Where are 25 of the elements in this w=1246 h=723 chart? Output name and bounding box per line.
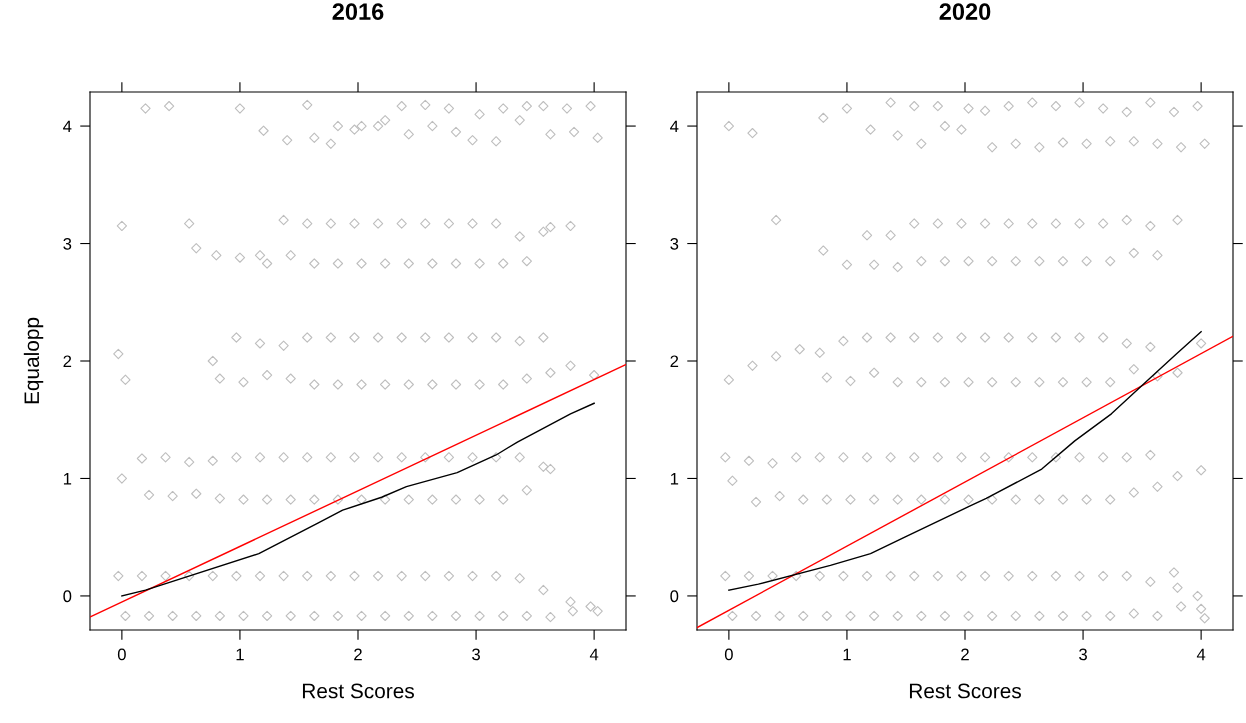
x-tick-label: 3: [472, 648, 480, 661]
chart-title: 2016: [332, 3, 384, 21]
x-tick-label: 4: [589, 648, 599, 661]
x-tick-label: 0: [117, 648, 126, 661]
x-tick-label: 3: [1079, 648, 1087, 661]
y-tick-label: 3: [670, 237, 679, 250]
y-tick-label: 2: [63, 355, 72, 368]
x-axis-title: Rest Scores: [302, 683, 414, 699]
y-tick-label: 4: [63, 120, 72, 133]
x-tick-label: 1: [236, 648, 244, 661]
x-tick-label: 4: [1196, 648, 1206, 661]
y-tick-label: 2: [670, 355, 679, 368]
x-tick-label: 2: [961, 648, 969, 661]
x-tick-label: 0: [724, 648, 733, 661]
y-tick-label: 1: [670, 473, 679, 485]
chart-title: 2020: [939, 3, 991, 21]
x-tick-label: 1: [843, 648, 851, 661]
y-tick-label: 0: [63, 590, 72, 603]
y-tick-label: 4: [670, 120, 679, 133]
y-tick-label: 1: [63, 473, 72, 485]
x-tick-label: 2: [354, 648, 362, 661]
y-tick-label: 0: [670, 590, 679, 603]
y-tick-label: 3: [63, 237, 72, 250]
y-axis-title: Equalopp: [23, 317, 44, 404]
x-axis-title: Rest Scores: [909, 683, 1021, 699]
